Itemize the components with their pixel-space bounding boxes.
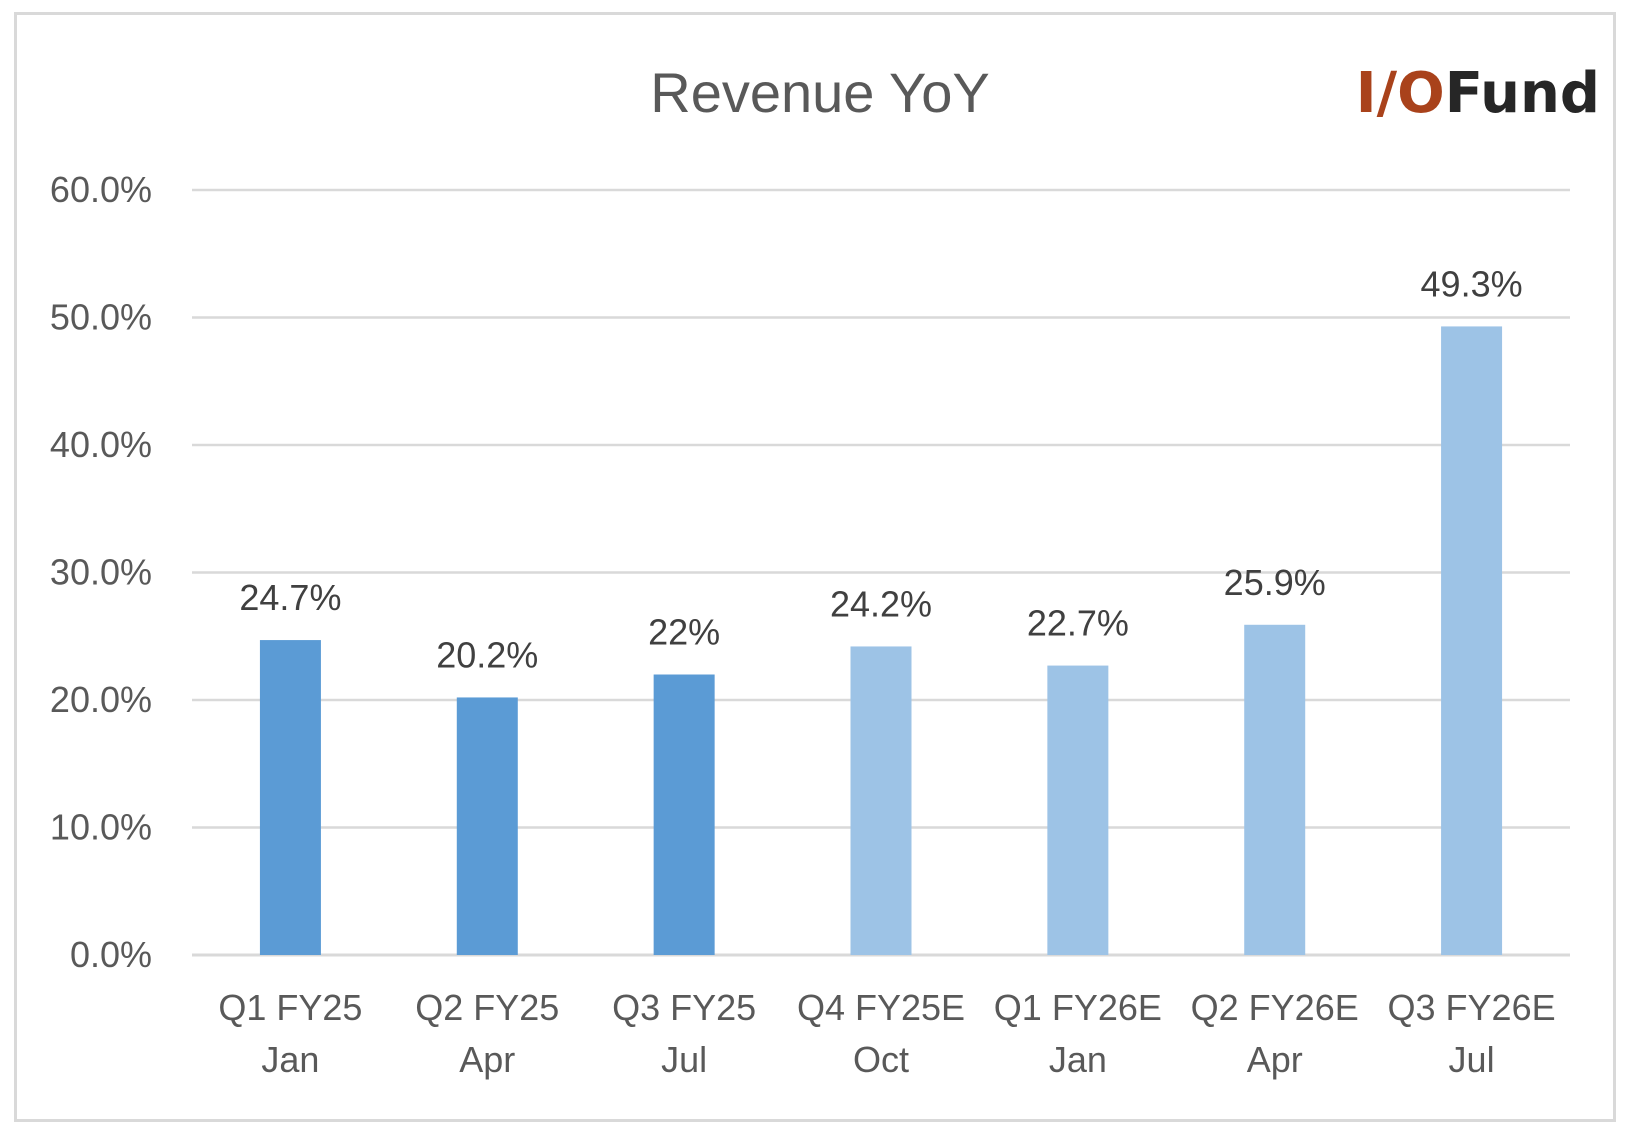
category-sublabel: Oct xyxy=(853,1039,909,1080)
io-fund-logo: I/OFund xyxy=(1356,61,1600,126)
category-label: Q1 FY25 xyxy=(218,987,362,1028)
data-label: 24.2% xyxy=(830,583,932,624)
data-label: 24.7% xyxy=(239,577,341,618)
category-sublabel: Jul xyxy=(661,1039,707,1080)
data-labels: 24.7% 20.2% 22% 24.2% 22.7% 25.9% 49.3% xyxy=(239,263,1522,675)
category-label: Q1 FY26E xyxy=(994,987,1162,1028)
category-label: Q2 FY26E xyxy=(1191,987,1359,1028)
data-label: 25.9% xyxy=(1224,562,1326,603)
bar xyxy=(259,640,321,955)
chart-title: Revenue YoY xyxy=(650,61,989,124)
bars xyxy=(259,326,1503,955)
data-label: 22.7% xyxy=(1027,603,1129,644)
category-sublabel: Jan xyxy=(261,1039,319,1080)
y-tick-label: 0.0% xyxy=(70,934,152,975)
category-sublabel: Jul xyxy=(1449,1039,1495,1080)
y-axis-ticks: 0.0% 10.0% 20.0% 30.0% 40.0% 50.0% 60.0% xyxy=(50,169,152,975)
y-tick-label: 10.0% xyxy=(50,807,152,848)
svg-text:I/OFund: I/OFund xyxy=(1356,61,1600,126)
x-axis-categories: Q1 FY25 Jan Q2 FY25 Apr Q3 FY25 Jul Q4 FY25E Oc… xyxy=(218,987,1555,1080)
category-label: Q3 FY26E xyxy=(1388,987,1556,1028)
bar xyxy=(1244,624,1306,955)
y-tick-label: 40.0% xyxy=(50,424,152,465)
data-label: 22% xyxy=(648,612,720,653)
y-tick-label: 50.0% xyxy=(50,297,152,338)
y-tick-label: 60.0% xyxy=(50,169,152,210)
category-sublabel: Jan xyxy=(1049,1039,1107,1080)
y-tick-label: 30.0% xyxy=(50,552,152,593)
logo-rest-part: Fund xyxy=(1445,61,1600,126)
category-label: Q3 FY25 xyxy=(612,987,756,1028)
data-label: 49.3% xyxy=(1421,263,1523,304)
bar xyxy=(456,697,518,955)
category-label: Q4 FY25E xyxy=(797,987,965,1028)
category-sublabel: Apr xyxy=(1247,1039,1303,1080)
gridlines xyxy=(192,188,1570,957)
data-label: 20.2% xyxy=(436,634,538,675)
bar xyxy=(653,674,715,955)
category-sublabel: Apr xyxy=(459,1039,515,1080)
y-tick-label: 20.0% xyxy=(50,679,152,720)
bar xyxy=(1047,665,1109,955)
category-label: Q2 FY25 xyxy=(415,987,559,1028)
bar xyxy=(850,646,912,955)
logo-brand-part: I/O xyxy=(1356,61,1445,126)
bar xyxy=(1441,326,1503,955)
